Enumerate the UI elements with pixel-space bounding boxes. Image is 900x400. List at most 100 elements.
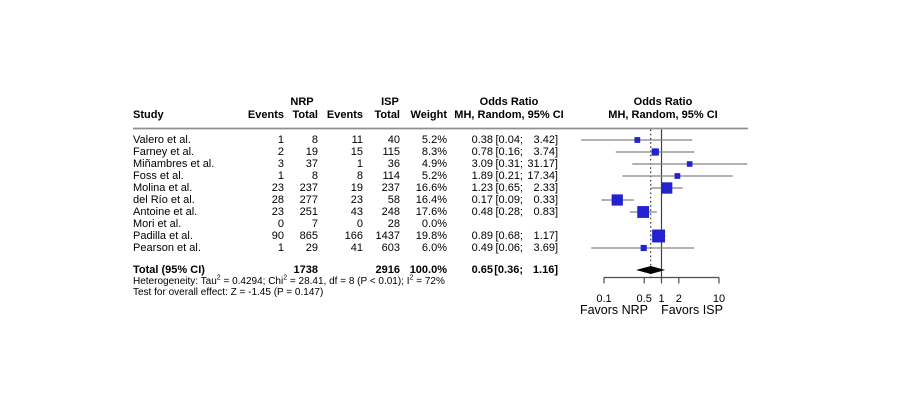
nrp-events-cell: 2 <box>277 146 284 158</box>
ci-high-cell: 31.17] <box>527 158 558 170</box>
study-name: Antoine et al. <box>133 206 198 218</box>
study-name: del Río et al. <box>133 194 195 206</box>
weight-column-header: Weight <box>410 109 447 121</box>
nrp-total-cell: 29 <box>305 242 318 254</box>
total-nrp-cell: 1738 <box>293 264 318 276</box>
study-row: Miñambres et al. 3 37 1 36 4.9% 3.09 [0.… <box>0 158 900 170</box>
effect-square <box>611 194 623 206</box>
total-weight-cell: 100.0% <box>409 264 447 276</box>
isp-total-cell: 115 <box>382 146 400 158</box>
ci-high-cell: 2.33] <box>533 182 558 194</box>
study-row: Pearson et al. 1 29 41 603 6.0% 0.49 [0.… <box>0 242 900 254</box>
effect-square <box>637 206 650 218</box>
nrp-events-cell: 90 <box>271 230 284 242</box>
nrp-events-cell: 3 <box>277 158 284 170</box>
ci-low-cell: [0.04; <box>495 134 523 146</box>
effect-square <box>652 229 666 243</box>
isp-total-cell: 28 <box>387 218 400 230</box>
method-column-header-table: MH, Random, 95% CI <box>454 109 564 121</box>
isp-events-cell: 166 <box>344 230 363 242</box>
effect-square <box>674 173 681 179</box>
isp-events-column-header: Events <box>326 109 363 121</box>
nrp-total-cell: 19 <box>305 146 318 158</box>
nrp-total-column-header: Total <box>292 109 318 121</box>
weight-cell: 16.6% <box>415 182 447 194</box>
nrp-total-cell: 277 <box>299 194 318 206</box>
study-name: Valero et al. <box>133 134 191 146</box>
table-header-columns: Study Events Total Events Total Weight M… <box>0 109 900 121</box>
nrp-events-cell: 0 <box>277 218 284 230</box>
x-axis-tick-label: 0.5 <box>637 293 652 305</box>
weight-cell: 5.2% <box>421 134 447 146</box>
or-value-cell: 0.78 <box>471 146 493 158</box>
ci-high-cell: 0.33] <box>533 194 558 206</box>
or-value-cell: 0.48 <box>471 206 493 218</box>
isp-events-cell: 41 <box>350 242 363 254</box>
study-row: Farney et al. 2 19 15 115 8.3% 0.78 [0.1… <box>0 146 900 158</box>
nrp-events-cell: 1 <box>277 134 284 146</box>
isp-events-cell: 0 <box>356 218 363 230</box>
nrp-total-cell: 37 <box>305 158 318 170</box>
study-name: Foss et al. <box>133 170 184 182</box>
weight-cell: 0.0% <box>421 218 447 230</box>
ci-low-cell: [0.28; <box>495 206 523 218</box>
weight-cell: 16.4% <box>415 194 447 206</box>
total-row: Total (95% CI) 1738 2916 100.0% 0.65 [0.… <box>0 264 900 276</box>
isp-total-cell: 1437 <box>375 230 400 242</box>
ci-low-cell: [0.06; <box>495 242 523 254</box>
study-name: Mori et al. <box>133 218 182 230</box>
ci-low-cell: [0.31; <box>495 158 523 170</box>
or-value-cell: 0.38 <box>471 134 493 146</box>
isp-events-cell: 8 <box>356 170 363 182</box>
study-row: Antoine et al. 23 251 43 248 17.6% 0.48 … <box>0 206 900 218</box>
ci-low-cell: [0.65; <box>495 182 523 194</box>
nrp-total-cell: 251 <box>299 206 318 218</box>
ci-low-cell: [0.68; <box>495 230 523 242</box>
pooled-diamond <box>635 266 666 274</box>
isp-total-cell: 114 <box>382 170 400 182</box>
ci-high-cell: 17.34] <box>527 170 558 182</box>
ci-high-cell: 3.69] <box>533 242 558 254</box>
odds-ratio-title-plot: Odds Ratio <box>633 96 693 108</box>
nrp-total-cell: 7 <box>311 218 318 230</box>
nrp-total-cell: 8 <box>311 134 318 146</box>
study-name: Molina et al. <box>133 182 193 194</box>
isp-total-column-header: Total <box>374 109 400 121</box>
ci-low-cell: [0.16; <box>495 146 523 158</box>
x-axis-tick-label: 2 <box>676 293 682 305</box>
study-row: Foss et al. 1 8 8 114 5.2% 1.89 [0.21; 1… <box>0 170 900 182</box>
total-label: Total (95% CI) <box>133 264 205 276</box>
ci-high-cell: 0.83] <box>533 206 558 218</box>
effect-square <box>686 161 693 167</box>
x-axis-tick-label: 0.1 <box>596 293 611 305</box>
study-name: Farney et al. <box>133 146 195 158</box>
isp-total-cell: 237 <box>381 182 400 194</box>
study-row: Padilla et al. 90 865 166 1437 19.8% 0.8… <box>0 230 900 242</box>
method-column-header-plot: MH, Random, 95% CI <box>608 109 718 121</box>
effect-square <box>634 137 641 143</box>
ci-low-cell: [0.21; <box>495 170 523 182</box>
or-value-cell: 0.89 <box>471 230 493 242</box>
weight-cell: 8.3% <box>421 146 447 158</box>
effect-square <box>661 182 673 194</box>
isp-events-cell: 43 <box>350 206 363 218</box>
odds-ratio-title-table: Odds Ratio <box>479 96 539 108</box>
ci-high-cell: 1.17] <box>533 230 558 242</box>
isp-total-cell: 36 <box>387 158 400 170</box>
or-value-cell: 0.49 <box>471 242 493 254</box>
weight-cell: 6.0% <box>421 242 447 254</box>
ci-high-cell: 3.42] <box>533 134 558 146</box>
ci-high-cell <box>513 218 558 230</box>
isp-total-cell: 603 <box>381 242 400 254</box>
study-name: Pearson et al. <box>133 242 201 254</box>
study-row: Mori et al. 0 7 0 28 0.0% <box>0 218 900 230</box>
study-row: Molina et al. 23 237 19 237 16.6% 1.23 [… <box>0 182 900 194</box>
nrp-events-cell: 23 <box>271 206 284 218</box>
effect-square <box>640 244 647 252</box>
or-value-cell: 0.17 <box>471 194 493 206</box>
ci-high-cell: 3.74] <box>533 146 558 158</box>
isp-events-cell: 15 <box>350 146 363 158</box>
total-or-cell: 0.65 <box>471 264 493 276</box>
isp-events-cell: 1 <box>356 158 363 170</box>
